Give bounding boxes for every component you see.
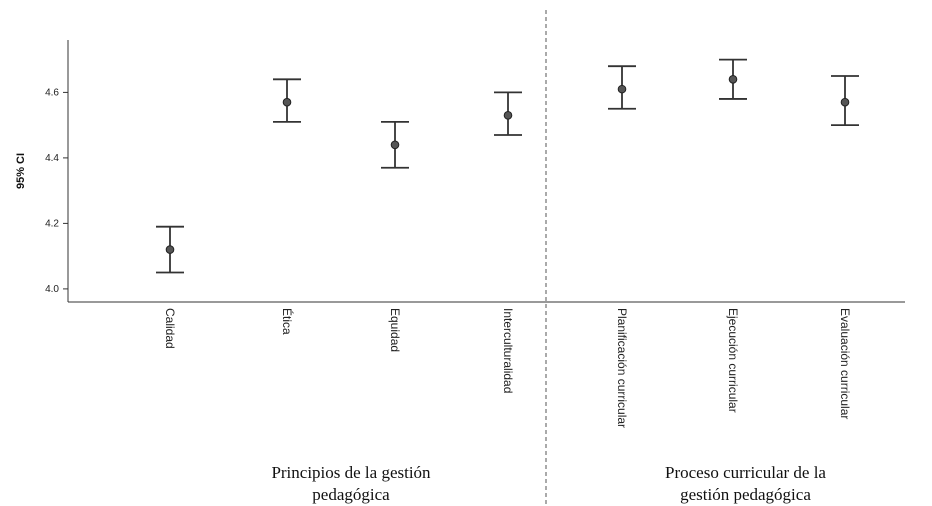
y-tick-label: 4.4 bbox=[45, 153, 59, 164]
mean-point bbox=[165, 245, 175, 254]
error-bars bbox=[156, 58, 859, 274]
mean-point bbox=[617, 84, 627, 94]
group-labels: Principios de la gestión pedagógica Proces… bbox=[271, 463, 826, 504]
category-label: Ejecución curricular bbox=[726, 308, 740, 413]
y-axis-label: 95% CI bbox=[15, 153, 27, 189]
mean-point bbox=[282, 97, 292, 107]
group-label-line2: gestión pedagógica bbox=[680, 485, 811, 504]
y-tick-label: 4.0 bbox=[45, 284, 59, 295]
y-tick-label: 4.2 bbox=[45, 218, 59, 229]
y-ticks: 4.0 4.2 4.4 4.6 bbox=[45, 87, 68, 295]
mean-point bbox=[840, 97, 850, 107]
mean-point bbox=[390, 140, 400, 150]
group-label-line2: pedagógica bbox=[312, 485, 390, 504]
y-tick-label: 4.6 bbox=[45, 87, 59, 98]
category-label: Interculturalidad bbox=[501, 308, 515, 393]
category-label: Calidad bbox=[163, 308, 177, 349]
category-label: Planificación curricular bbox=[615, 308, 629, 428]
group-label-line1: Proceso curricular de la bbox=[665, 463, 826, 482]
category-label: Ética bbox=[280, 308, 295, 335]
category-labels: Calidad Ética Equidad Interculturalidad Plan… bbox=[163, 308, 852, 428]
mean-point bbox=[503, 111, 513, 120]
category-label: Evaluación curricular bbox=[838, 308, 852, 419]
category-label: Equidad bbox=[388, 308, 402, 352]
group-label-line1: Principios de la gestión bbox=[271, 463, 431, 482]
mean-point bbox=[728, 75, 738, 84]
